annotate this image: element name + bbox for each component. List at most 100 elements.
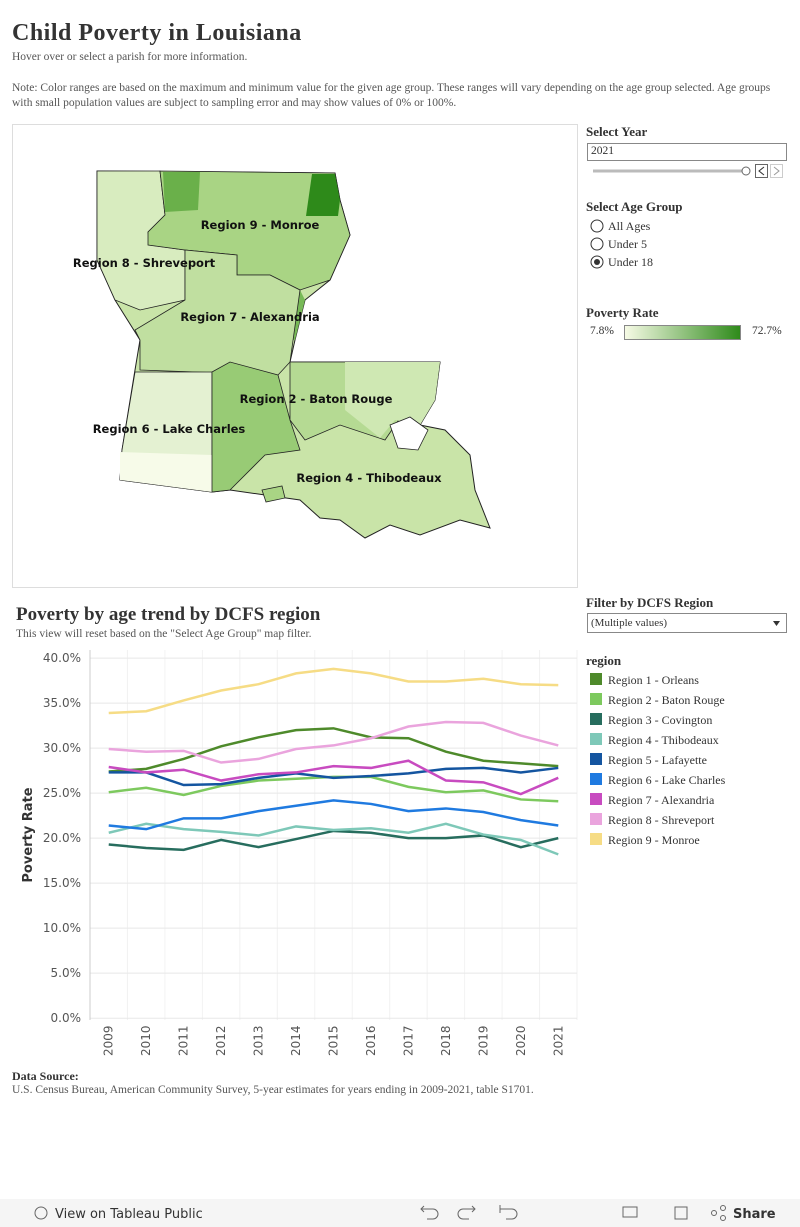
map-region-label: Region 8 - Shreveport: [73, 256, 216, 270]
series-line[interactable]: [108, 766, 559, 787]
region-area[interactable]: [134, 249, 301, 376]
map-region-label: Region 2 - Baton Rouge: [240, 392, 393, 406]
radio-label[interactable]: All Ages: [608, 219, 651, 233]
legend-swatch[interactable]: [590, 733, 602, 745]
share-icon[interactable]: [711, 1210, 717, 1216]
region-filter[interactable]: [587, 613, 787, 633]
legend-label[interactable]: Region 5 - Lafayette: [608, 753, 707, 767]
filter-title: Filter by DCFS Region: [586, 595, 714, 610]
lake: [389, 416, 429, 451]
share-button[interactable]: Share: [733, 1207, 776, 1222]
y-axis-label: Poverty Rate: [21, 787, 36, 882]
x-tick-label: 2012: [214, 1025, 228, 1056]
series-line[interactable]: [108, 829, 559, 852]
series-line[interactable]: [108, 667, 559, 715]
parish[interactable]: [261, 485, 286, 503]
legend-label[interactable]: Region 4 - Thibodeaux: [608, 733, 719, 747]
toolbar-icons: [34, 1205, 726, 1221]
undo-icon[interactable]: [420, 1205, 439, 1220]
tableau-icon[interactable]: [34, 1206, 48, 1220]
series-line[interactable]: [108, 822, 559, 856]
legend-swatch[interactable]: [590, 793, 602, 805]
source-text: U.S. Census Bureau, American Community S…: [12, 1084, 534, 1096]
legend-label[interactable]: Region 2 - Baton Rouge: [608, 693, 725, 707]
rate-min: 7.8%: [590, 325, 614, 337]
series-line[interactable]: [108, 759, 559, 796]
x-tick-label: 2011: [177, 1025, 191, 1056]
chart-title: Poverty by age trend by DCFS region: [16, 604, 321, 625]
map-region-label: Region 4 - Thibodeaux: [296, 471, 442, 485]
radio-label[interactable]: Under 5: [608, 237, 647, 251]
radio-label[interactable]: Under 18: [608, 255, 653, 269]
legend-swatch[interactable]: [590, 713, 602, 725]
parish[interactable]: [120, 452, 212, 492]
x-tick-label: 2019: [476, 1025, 490, 1056]
legend-label[interactable]: Region 6 - Lake Charles: [608, 773, 726, 787]
prev-button[interactable]: [755, 164, 768, 178]
chart-subtitle: This view will reset based on the "Selec…: [16, 628, 312, 640]
legend-label[interactable]: Region 1 - Orleans: [608, 673, 699, 687]
x-tick-label: 2015: [327, 1025, 341, 1056]
series-line[interactable]: [108, 775, 559, 803]
prev-icon: [758, 166, 765, 176]
map-region-label: Region 6 - Lake Charles: [93, 422, 246, 436]
next-icon: [773, 166, 780, 176]
y-tick-label: 5.0%: [51, 966, 82, 980]
map-region-label: Region 7 - Alexandria: [180, 310, 319, 324]
toolbar: [0, 1199, 800, 1227]
y-tick-label: 40.0%: [43, 651, 81, 665]
legend-swatch[interactable]: [590, 813, 602, 825]
revert-icon[interactable]: [499, 1205, 518, 1220]
legend-title: region: [586, 653, 622, 668]
legend-swatch[interactable]: [590, 773, 602, 785]
source-title: Data Source:: [12, 1069, 79, 1083]
series-line[interactable]: [108, 720, 559, 764]
radio[interactable]: [590, 219, 604, 233]
legend-swatch[interactable]: [590, 693, 602, 705]
x-tick-label: 2009: [102, 1025, 116, 1056]
y-tick-label: 30.0%: [43, 741, 81, 755]
page-subtitle: Hover over or select a parish for more i…: [12, 51, 248, 63]
radio-dot: [594, 259, 600, 265]
filter-value: (Multiple values): [591, 617, 668, 629]
x-tick-label: 2021: [551, 1025, 565, 1056]
next-button[interactable]: [770, 164, 783, 178]
year-slider-handle[interactable]: [741, 166, 751, 176]
year-input[interactable]: [587, 143, 787, 161]
x-tick-label: 2018: [439, 1025, 453, 1056]
legend-label[interactable]: Region 8 - Shreveport: [608, 813, 715, 827]
parish[interactable]: [345, 362, 440, 438]
year-value: 2021: [591, 145, 614, 157]
rate-title: Poverty Rate: [586, 305, 659, 320]
region-area[interactable]: [211, 361, 301, 493]
parish[interactable]: [306, 174, 340, 216]
legend-label[interactable]: Region 9 - Monroe: [608, 833, 700, 847]
map[interactable]: [96, 170, 491, 539]
y-tick-label: 20.0%: [43, 831, 81, 845]
series-line[interactable]: [108, 799, 559, 831]
radio[interactable]: [590, 237, 604, 251]
color-ramp: [624, 325, 741, 340]
dropdown-arrow: [773, 621, 780, 626]
legend-label[interactable]: Region 3 - Covington: [608, 713, 712, 727]
y-tick-label: 10.0%: [43, 921, 81, 935]
view-link[interactable]: View on Tableau Public: [55, 1207, 203, 1222]
parish[interactable]: [163, 172, 200, 212]
series-line[interactable]: [108, 727, 559, 773]
legend-label[interactable]: Region 7 - Alexandria: [608, 793, 715, 807]
note: Note: Color ranges are based on the maxi…: [12, 82, 771, 109]
y-tick-label: 25.0%: [43, 786, 81, 800]
page-title: Child Poverty in Louisiana: [12, 20, 302, 46]
redo-icon[interactable]: [457, 1205, 476, 1220]
legend-swatch[interactable]: [590, 673, 602, 685]
device-icon[interactable]: [622, 1206, 638, 1218]
fullscreen-icon[interactable]: [674, 1206, 688, 1220]
legend-swatch[interactable]: [590, 833, 602, 845]
x-tick-label: 2017: [401, 1025, 415, 1056]
legend-swatch[interactable]: [590, 753, 602, 765]
x-tick-label: 2013: [252, 1025, 266, 1056]
age-title: Select Age Group: [586, 199, 683, 214]
x-tick-label: 2020: [514, 1025, 528, 1056]
